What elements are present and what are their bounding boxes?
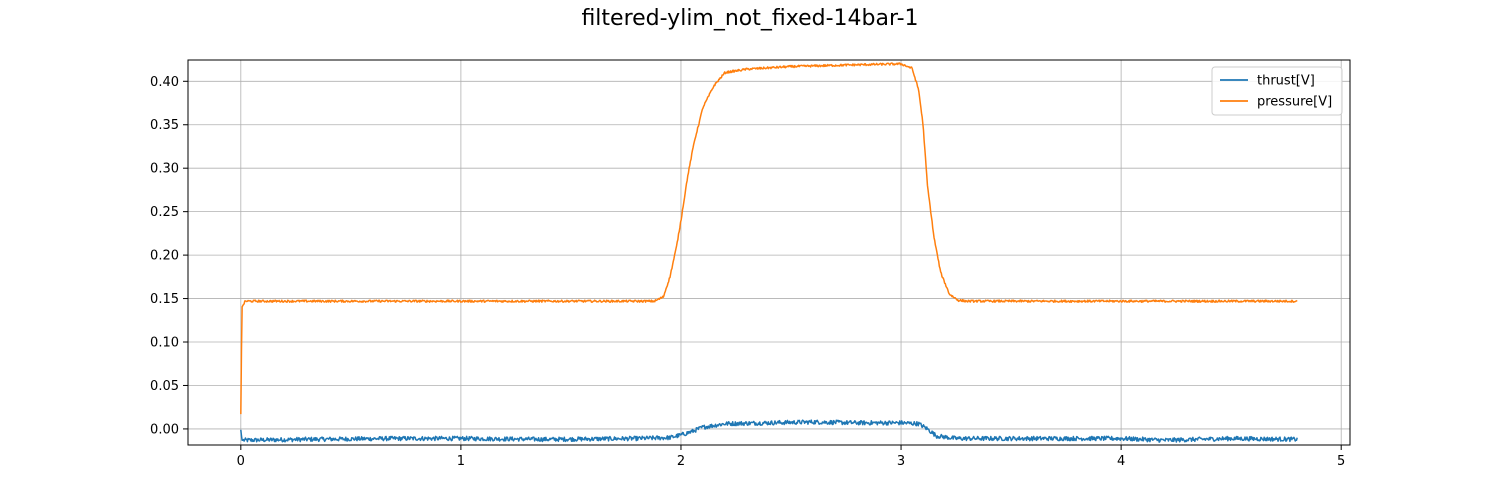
legend-label: thrust[V] <box>1257 74 1315 89</box>
series-layer <box>240 62 1298 443</box>
x-tick-label: 4 <box>1117 454 1125 469</box>
y-tick-label: 0.15 <box>150 292 179 307</box>
axes-frame <box>187 59 1351 446</box>
y-tick-label: 0.00 <box>150 422 179 437</box>
x-tick-label: 2 <box>677 454 685 469</box>
grid <box>188 60 1350 445</box>
series-line-1 <box>240 62 1298 415</box>
y-tick-label: 0.30 <box>150 162 179 177</box>
ticks: 0 1 2 3 4 5 0.00 0.05 0.10 0.15 0.20 0.25 0.30 0.35 0.… <box>150 75 1345 469</box>
y-tick-label: 0.20 <box>150 249 179 264</box>
x-tick-label: 1 <box>457 454 465 469</box>
legend: thrust[V] pressure[V] <box>1211 66 1343 116</box>
x-tick-label: 3 <box>897 454 905 469</box>
y-tick-label: 0.25 <box>150 205 179 220</box>
legend-box <box>1211 66 1343 116</box>
y-tick-label: 0.35 <box>150 118 179 133</box>
series-line-0 <box>240 419 1298 443</box>
y-tick-label: 0.05 <box>150 379 179 394</box>
legend-label: pressure[V] <box>1257 95 1332 110</box>
y-tick-label: 0.10 <box>150 336 179 351</box>
x-tick-label: 5 <box>1337 454 1345 469</box>
x-tick-label: 0 <box>237 454 245 469</box>
y-tick-label: 0.40 <box>150 75 179 90</box>
chart-title: filtered-ylim_not_fixed-14bar-1 <box>581 6 919 31</box>
